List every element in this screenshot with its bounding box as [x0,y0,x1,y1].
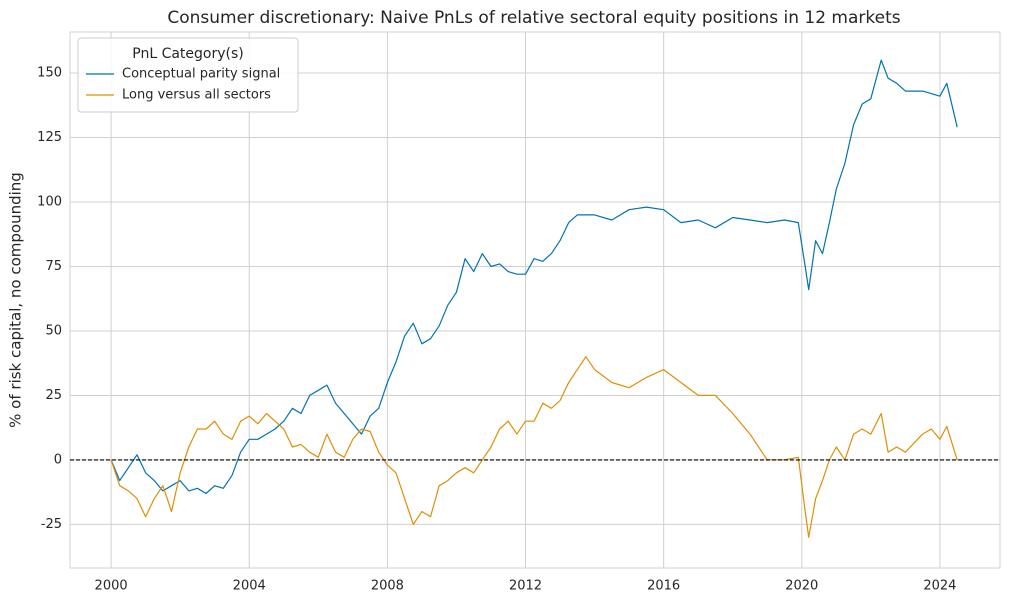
x-tick-label: 2016 [647,579,680,594]
x-tick-label: 2000 [95,579,128,594]
series-line [110,356,958,538]
y-tick-label: 125 [37,130,62,145]
y-tick-label: 75 [45,259,62,274]
plot-frame [69,31,1001,569]
x-tick-label: 2020 [785,579,818,594]
y-tick-label: -25 [41,517,62,532]
x-tick-label: 2024 [923,579,956,594]
y-axis-label: % of risk capital, no compounding [7,172,25,428]
x-tick-label: 2004 [233,579,266,594]
y-tick-label: 100 [37,194,62,209]
chart-title: Consumer discretionary: Naive PnLs of re… [167,8,900,28]
y-tick-label: 25 [45,388,62,403]
y-tick-label: 150 [37,66,62,81]
legend-label: Long versus all sectors [122,88,271,103]
x-tick-label: 2008 [371,579,404,594]
y-tick-label: 50 [45,323,62,338]
legend-title: PnL Category(s) [132,46,244,62]
legend-label: Conceptual parity signal [122,67,280,82]
y-tick-label: 0 [54,452,62,467]
series-line [110,59,958,495]
legend-box [77,37,299,113]
x-tick-label: 2012 [509,579,542,594]
